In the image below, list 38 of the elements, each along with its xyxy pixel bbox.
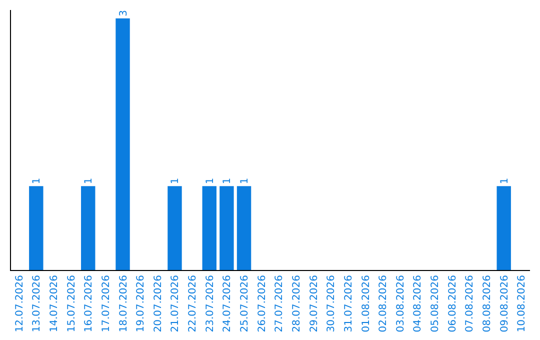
x-tick-label: 15.07.2026 (66, 275, 78, 332)
x-tick-label: 25.07.2026 (240, 275, 251, 332)
x-tick-label: 08.08.2026 (482, 275, 494, 332)
x-tick-label: 23.07.2026 (204, 275, 216, 332)
data-label: 1 (204, 178, 216, 184)
x-tick-label: 30.07.2026 (326, 275, 338, 332)
data-label: 1 (240, 178, 251, 184)
data-label: 1 (499, 178, 510, 184)
x-tick-label: 24.07.2026 (222, 275, 234, 332)
data-label: 3 (118, 10, 130, 16)
x-tick-label: 06.08.2026 (447, 275, 458, 332)
x-tick-label: 19.07.2026 (136, 275, 147, 332)
data-label: 1 (32, 178, 43, 184)
x-tick-label: 05.08.2026 (430, 275, 442, 332)
x-tick-label: 31.07.2026 (343, 275, 354, 332)
x-tick-label: 21.07.2026 (170, 275, 182, 332)
x-tick-label: 20.07.2026 (152, 275, 164, 332)
x-tick-label: 02.08.2026 (378, 275, 390, 332)
x-tick-label: 07.08.2026 (464, 275, 476, 332)
x-tick-label: 16.07.2026 (84, 275, 95, 332)
x-tick-label: 10.08.2026 (516, 275, 528, 332)
x-tick-label: 12.07.2026 (14, 275, 26, 332)
x-tick-label: 26.07.2026 (256, 275, 268, 332)
x-tick-label: 27.07.2026 (274, 275, 286, 332)
x-tick-label: 17.07.2026 (100, 275, 112, 332)
x-tick-label: 29.07.2026 (308, 275, 320, 332)
data-label: 1 (222, 178, 234, 184)
x-tick-label: 09.08.2026 (499, 275, 510, 332)
x-tick-label: 28.07.2026 (291, 275, 302, 332)
x-tick-label: 13.07.2026 (32, 275, 43, 332)
x-tick-label: 22.07.2026 (188, 275, 199, 332)
data-label: 1 (170, 178, 182, 184)
x-tick-label: 14.07.2026 (48, 275, 60, 332)
x-tick-label: 04.08.2026 (412, 275, 424, 332)
x-tick-label: 03.08.2026 (395, 275, 406, 332)
x-tick-label: 01.08.2026 (360, 275, 372, 332)
x-tick-label: 18.07.2026 (118, 275, 130, 332)
data-label: 1 (84, 178, 95, 184)
